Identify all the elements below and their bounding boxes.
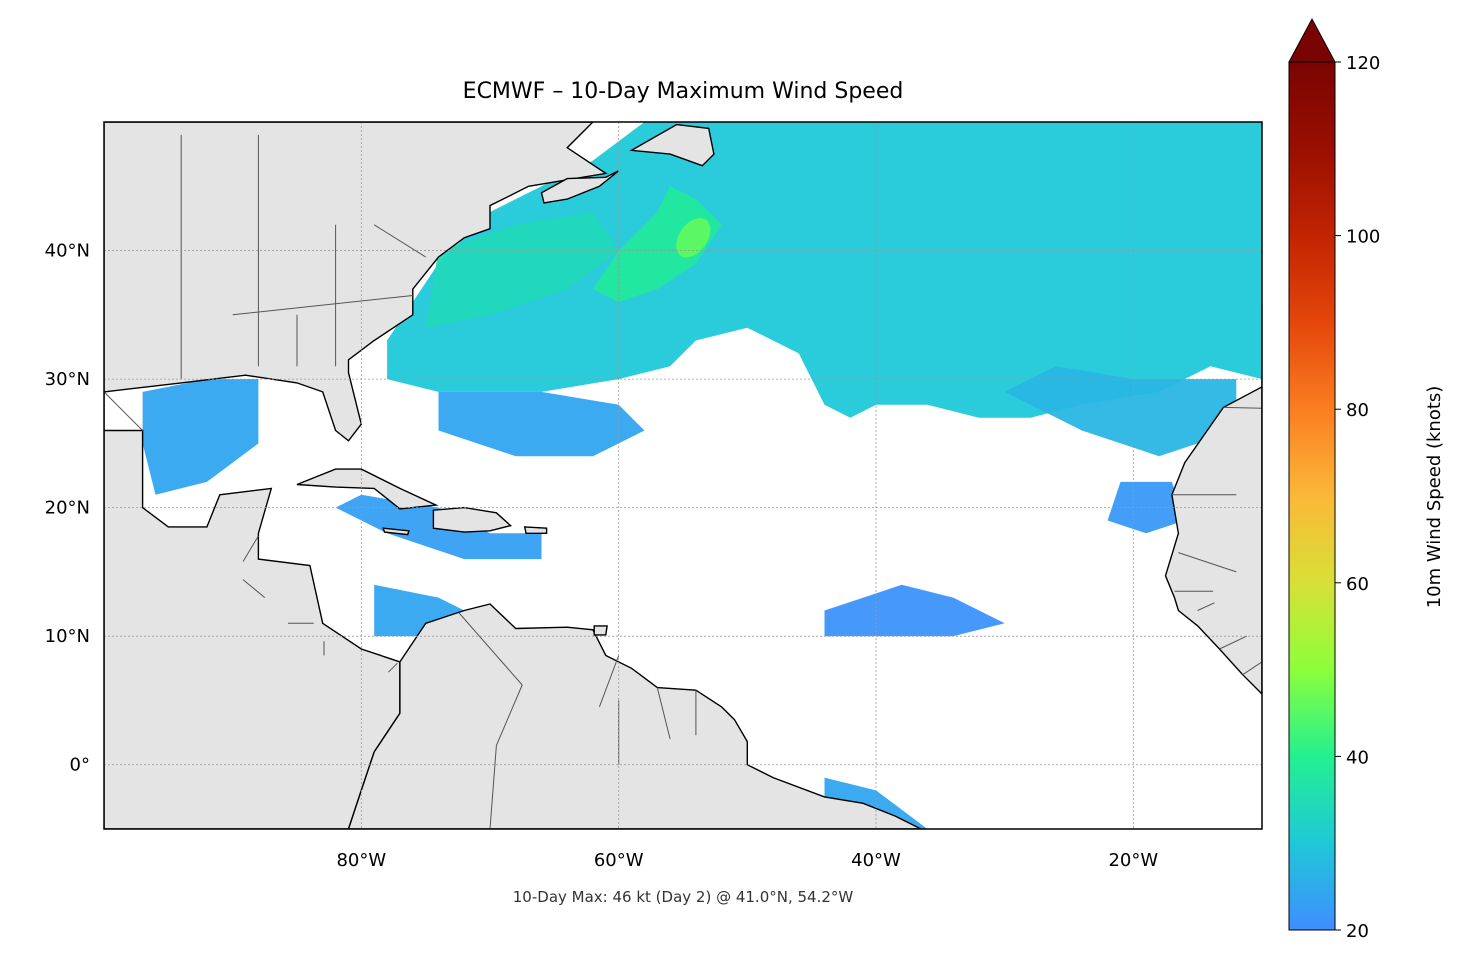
colorbar-gradient (1288, 61, 1336, 931)
wind-field-western-jet (425, 212, 619, 328)
border-line (373, 224, 426, 258)
colorbar-ticks: 20 40 60 80 100 120 (1335, 53, 1380, 942)
border-line (242, 535, 259, 562)
land-jamaica (382, 527, 410, 536)
border-line (232, 295, 413, 316)
y-axis-ticks: 40°N 30°N 20°N 10°N 0° (45, 241, 90, 776)
land-africa (1164, 303, 1262, 695)
border-line (495, 684, 523, 746)
border-line (656, 687, 671, 740)
border-line (1197, 602, 1215, 611)
x-axis-ticks: 80°W 60°W 40°W 20°W (336, 850, 1158, 871)
land-south-america (347, 603, 922, 829)
land-hispaniola (432, 506, 513, 533)
border-line (489, 745, 497, 829)
max-wind-footnote: 10-Day Max: 46 kt (Day 2) @ 41.0°N, 54.2… (513, 888, 854, 906)
wind-field-jet-core (592, 186, 722, 302)
colorbar-tick-label: 100 (1346, 227, 1380, 248)
gridlines (104, 122, 1262, 829)
wind-field-gulf-of-mexico (142, 379, 259, 495)
border-line (458, 612, 523, 686)
colorbar: 20 40 60 80 100 120 10m Wind Speed (knots) (1288, 17, 1445, 942)
x-tick-label: 40°W (851, 850, 901, 871)
border-line (1178, 552, 1237, 573)
x-tick-label: 60°W (594, 850, 644, 871)
border-line (388, 662, 398, 673)
y-tick-label: 30°N (45, 369, 90, 390)
chart-title: ECMWF – 10-Day Maximum Wind Speed (463, 79, 904, 104)
land-cuba (296, 468, 439, 510)
border-line (104, 391, 143, 431)
wind-field-cape-verde-patch (1107, 481, 1185, 534)
y-tick-label: 20°N (45, 498, 90, 519)
colorbar-tick-label: 40 (1346, 747, 1369, 768)
y-tick-label: 40°N (45, 241, 90, 262)
x-tick-label: 80°W (336, 850, 386, 871)
land-newfoundland (629, 123, 715, 167)
wind-field-east-atlantic-arm (1004, 366, 1237, 457)
colorbar-tick-label: 120 (1346, 53, 1380, 74)
colorbar-label: 10m Wind Speed (knots) (1424, 386, 1445, 609)
map-frame (103, 121, 1263, 830)
colorbar-tick-label: 80 (1346, 400, 1369, 421)
colorbar-extend-max (1288, 17, 1336, 63)
max-wind-spot (676, 217, 711, 258)
land-layer (104, 122, 1262, 829)
y-tick-label: 10°N (45, 626, 90, 647)
wind-field-subtropical-tail (438, 391, 645, 457)
land-trinidad (593, 625, 608, 636)
wind-field-north-atlantic-storm-track (387, 122, 1262, 418)
colorbar-tick-label: 60 (1346, 574, 1369, 595)
border-line (1223, 406, 1262, 409)
border-line (1242, 661, 1262, 676)
land-puerto-rico (523, 526, 548, 534)
land-nova-scotia (540, 170, 620, 204)
x-tick-label: 20°W (1108, 850, 1158, 871)
y-tick-label: 0° (70, 755, 90, 776)
wind-field-itcz-patches (824, 584, 1005, 637)
border-line (242, 579, 266, 598)
border-line (598, 655, 620, 708)
colorbar-tick-label: 20 (1346, 921, 1369, 942)
border-line (1219, 635, 1247, 650)
